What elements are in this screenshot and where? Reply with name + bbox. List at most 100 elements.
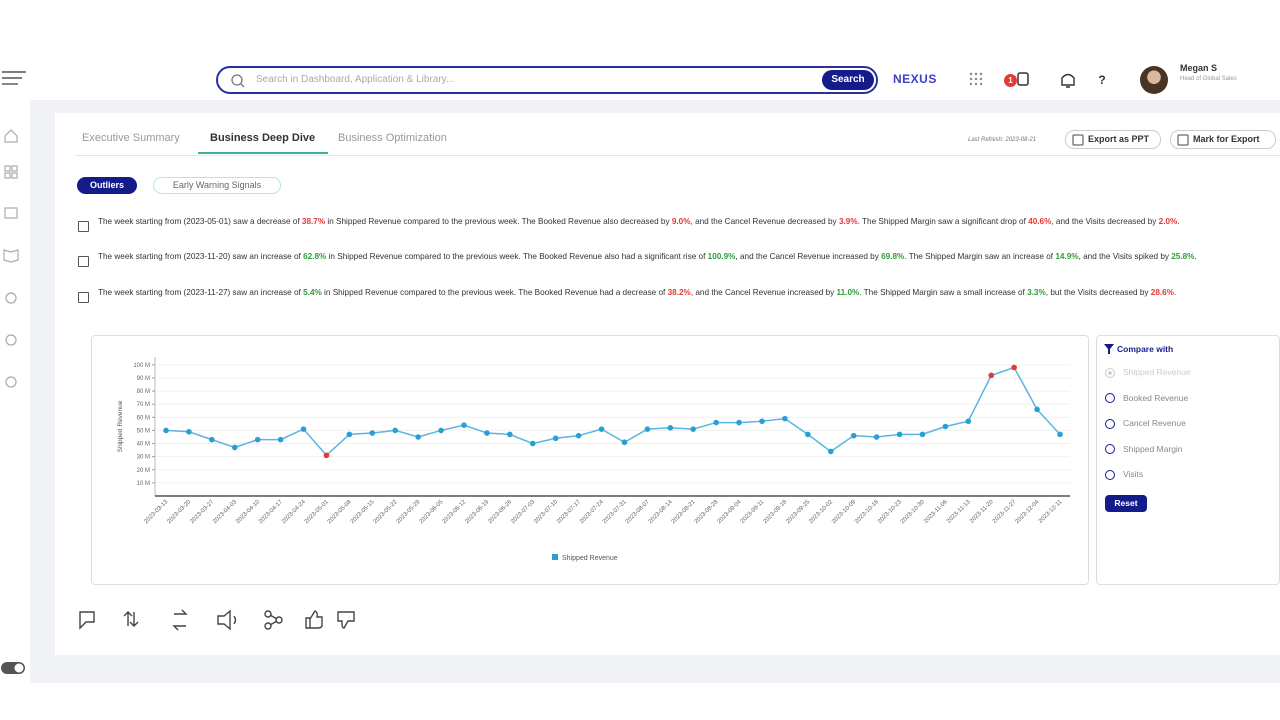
- text-segment: , but the: [1045, 288, 1078, 297]
- checkbox[interactable]: [78, 256, 89, 267]
- x-tick-label: 2023-09-04: [717, 499, 743, 525]
- search-button[interactable]: Search: [822, 70, 874, 90]
- data-point: [575, 432, 582, 439]
- option-label: Shipped Revenue: [1123, 367, 1191, 377]
- data-point: [621, 439, 628, 446]
- data-point: [231, 444, 238, 451]
- data-point: [850, 432, 857, 439]
- checkbox[interactable]: [78, 292, 89, 303]
- avatar[interactable]: [1140, 66, 1168, 94]
- text-segment: 100.9%: [707, 252, 736, 261]
- data-point: [782, 415, 788, 422]
- tab-divider: [75, 155, 1280, 156]
- compare-option[interactable]: Cancel Revenue: [1105, 418, 1186, 429]
- filter-pill[interactable]: Early Warning Signals: [153, 177, 281, 194]
- data-point: [736, 419, 742, 426]
- option-label: Shipped Margin: [1123, 443, 1183, 454]
- compare-panel: Compare with Reset Shipped Revenue Booked…: [1096, 335, 1280, 585]
- compare-option[interactable]: Shipped Margin: [1105, 444, 1183, 455]
- insight-row: The week starting from (2023-05-01) saw …: [78, 216, 1268, 232]
- checkbox[interactable]: [78, 221, 89, 232]
- text-segment: 28.6%: [1150, 288, 1174, 297]
- text-segment: 14.9%: [1055, 252, 1079, 261]
- data-point: [805, 431, 811, 438]
- toolbar: [79, 609, 355, 631]
- text-segment: .: [1174, 288, 1177, 297]
- text-segment: Shipped Margin: [880, 288, 938, 297]
- tab[interactable]: Business Optimization: [338, 132, 447, 144]
- chart-card: 10 M 20 M 30 M 40 M 50 M 60 M 70 M 80 M 90 M 100 …: [91, 335, 1089, 585]
- text-segment: Booked Revenue: [539, 252, 603, 261]
- x-tick-label: 2023-10-30: [900, 499, 926, 525]
- data-point: [690, 426, 697, 432]
- insight-text: The week starting from (2023-11-27) saw …: [98, 287, 1268, 299]
- text-segment: saw a significant drop of: [935, 217, 1029, 226]
- text-segment: (2023-05-01): [183, 217, 231, 226]
- logo[interactable]: NEXUS: [893, 72, 937, 86]
- sidebar: [1, 71, 26, 674]
- text-segment: increased by: [830, 252, 882, 261]
- last-refresh: Last Refresh: 2023-08-21: [968, 137, 1037, 143]
- text-segment: 5.4%: [303, 288, 322, 297]
- text-segment: The week starting from: [98, 288, 184, 297]
- compare-option[interactable]: Visits: [1105, 469, 1143, 480]
- data-point: [461, 422, 467, 428]
- text-segment: saw a decrease of: [230, 217, 302, 226]
- data-point: [644, 426, 651, 432]
- text-segment: 3.9%: [838, 217, 858, 226]
- active-tab-indicator: [198, 152, 328, 154]
- text-segment: (2023-11-27): [183, 288, 231, 297]
- reset-button[interactable]: Reset: [1105, 495, 1147, 512]
- insight-row: The week starting from (2023-11-27) saw …: [78, 287, 1268, 303]
- text-segment: saw an increase of: [230, 288, 304, 297]
- x-tick-label: 2023-12-11: [1038, 499, 1064, 525]
- legend-swatch: [552, 554, 558, 560]
- text-segment: decreased by: [1104, 217, 1159, 226]
- action-button[interactable]: Mark for Export: [1170, 130, 1276, 149]
- compare-option[interactable]: Booked Revenue: [1105, 393, 1188, 404]
- text-segment: 9.0%: [671, 217, 691, 226]
- text-segment: in: [326, 252, 338, 261]
- radio: [1105, 418, 1115, 429]
- action-button[interactable]: Export as PPT: [1065, 130, 1161, 149]
- text-segment: also decreased by: [600, 217, 672, 226]
- text-segment: decreased by: [1097, 288, 1151, 297]
- filter-pill[interactable]: Outliers: [77, 177, 137, 194]
- data-point: [484, 430, 490, 436]
- text-segment: 3.3%: [1027, 288, 1046, 297]
- data-point: [896, 431, 903, 438]
- text-segment: Cancel Revenue: [724, 217, 786, 226]
- tab[interactable]: Executive Summary: [82, 132, 180, 144]
- text-segment: The week starting from: [98, 252, 184, 261]
- data-point: [346, 431, 353, 438]
- text-segment: Cancel Revenue: [724, 288, 786, 297]
- y-tick-label: 30 M: [137, 455, 150, 461]
- text-segment: 25.8%: [1171, 252, 1195, 261]
- text-segment: Visits: [1112, 252, 1133, 261]
- search-bar[interactable]: Search in Dashboard, Application & Libra…: [216, 66, 878, 94]
- text-segment: 38.7%: [301, 217, 326, 226]
- compare-option[interactable]: Shipped Revenue: [1105, 367, 1191, 378]
- user-name: Megan S: [1180, 63, 1218, 73]
- text-segment: 2.0%: [1158, 217, 1178, 226]
- y-axis-label: Shipped Revenue: [117, 400, 124, 452]
- data-point: [919, 431, 926, 438]
- insight-text: The week starting from (2023-11-20) saw …: [98, 251, 1268, 263]
- notification-badge: 1: [1004, 74, 1017, 87]
- text-segment: saw a small increase of: [937, 288, 1028, 297]
- data-point: [209, 436, 215, 443]
- text-segment: , and the: [1078, 252, 1113, 261]
- text-segment: compared to the previous week. The: [397, 288, 535, 297]
- data-point: [1034, 406, 1040, 413]
- text-segment: in: [325, 217, 337, 226]
- tab[interactable]: Business Deep Dive: [210, 132, 316, 144]
- data-point: [438, 427, 444, 434]
- data-point: [759, 418, 765, 425]
- text-segment: . The: [859, 288, 881, 297]
- text-segment: , and the: [690, 288, 725, 297]
- text-segment: , and the: [1051, 217, 1086, 226]
- data-point: [186, 428, 192, 435]
- insight-text: The week starting from (2023-05-01) saw …: [98, 216, 1268, 228]
- radio: [1105, 367, 1115, 378]
- data-point: [1011, 364, 1017, 371]
